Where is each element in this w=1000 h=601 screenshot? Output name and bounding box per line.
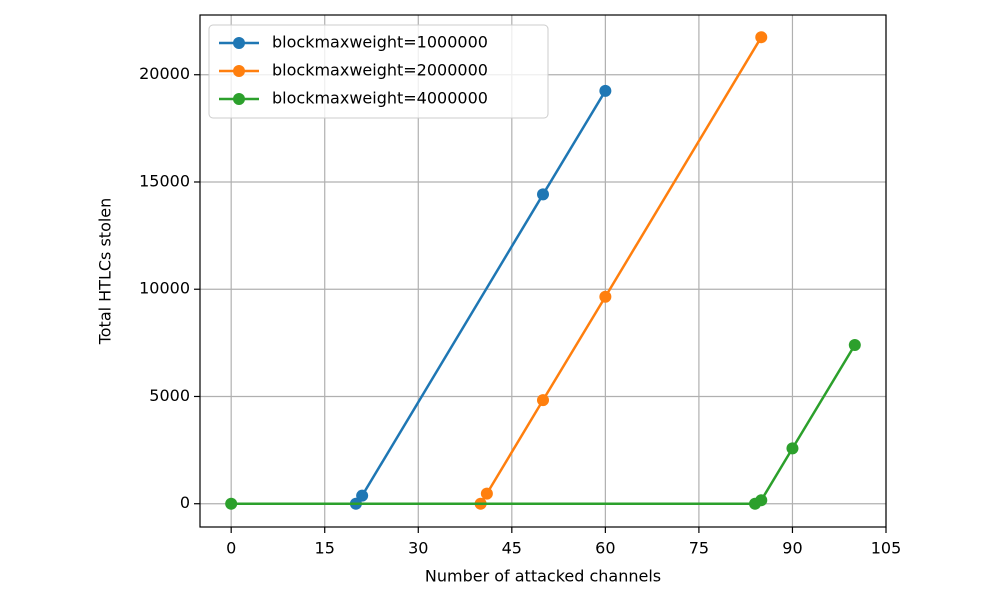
point	[480, 487, 493, 500]
legend-marker	[233, 65, 245, 77]
point	[599, 84, 612, 97]
x-tick-label: 0	[226, 539, 236, 558]
y-tick-label: 0	[180, 493, 190, 512]
legend-marker	[233, 93, 245, 105]
legend-label: blockmaxweight=2000000	[272, 61, 488, 80]
x-tick-label: 90	[782, 539, 802, 558]
x-tick-label: 15	[315, 539, 335, 558]
point	[755, 31, 768, 44]
y-tick-label: 15000	[139, 171, 190, 190]
plot-frame	[199, 14, 887, 528]
y-axis-label: Total HTLCs stolen	[96, 198, 115, 346]
x-axis-label: Number of attacked channels	[425, 567, 661, 586]
x-tick-label: 75	[689, 539, 709, 558]
point	[848, 339, 861, 352]
point	[537, 188, 549, 201]
legend-marker	[233, 37, 245, 49]
point	[356, 489, 369, 502]
y-tick-label: 20000	[139, 64, 190, 83]
y-tick-label: 10000	[139, 279, 190, 298]
x-tick-label: 30	[408, 539, 428, 558]
point	[786, 442, 799, 455]
point	[225, 497, 238, 510]
line	[354, 90, 607, 505]
point	[537, 394, 549, 407]
x-tick-label: 45	[502, 539, 522, 558]
x-tick-label: 60	[595, 539, 615, 558]
point	[755, 494, 768, 507]
y-tick-label: 5000	[149, 386, 190, 405]
point	[599, 290, 612, 303]
legend-label: blockmaxweight=1000000	[272, 33, 488, 52]
x-tick-label: 105	[871, 539, 902, 558]
legend-label: blockmaxweight=4000000	[272, 89, 488, 108]
legend-box	[208, 24, 549, 119]
